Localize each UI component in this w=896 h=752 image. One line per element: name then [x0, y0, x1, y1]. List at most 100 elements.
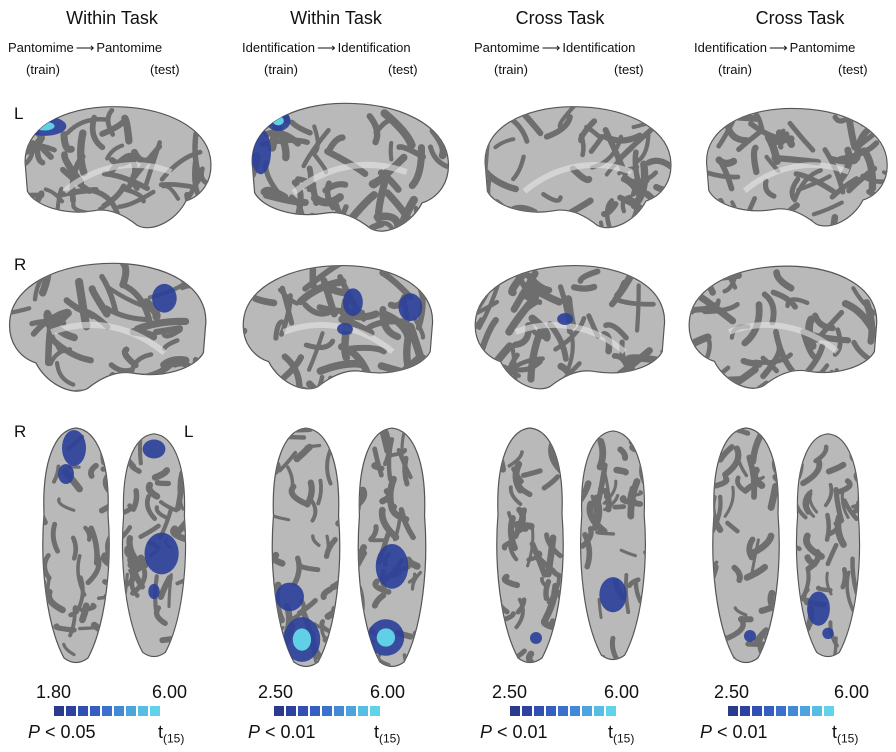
colorbar	[274, 706, 382, 716]
colorbar-swatch	[800, 706, 810, 716]
colorbar-max: 6.00	[370, 682, 406, 702]
colorbar	[54, 706, 162, 716]
t-stat-label: t(15)	[374, 722, 401, 746]
test-task: Identification	[562, 40, 636, 55]
test-task: Pantomime	[789, 40, 856, 55]
colorbar-swatch	[812, 706, 822, 716]
p-value-label: P < 0.01	[248, 722, 316, 742]
column-4: Cross Task Identification ⟶ Pantomime (tra…	[672, 0, 896, 752]
colorbar-swatch	[66, 706, 76, 716]
colorbar-swatch	[138, 706, 148, 716]
test-task: Pantomime	[96, 40, 163, 55]
column-title: Within Task	[66, 8, 158, 28]
test-tag: (test)	[150, 62, 180, 77]
brain-left-lateral	[484, 106, 672, 229]
colorbar-swatch	[102, 706, 112, 716]
p-value-label: P < 0.05	[28, 722, 96, 742]
colorbar-swatch	[752, 706, 762, 716]
brain-right-lateral	[242, 264, 434, 390]
brain-right-lateral	[8, 262, 207, 392]
brain-right-lateral	[688, 265, 878, 389]
t-stat-label: t(15)	[158, 722, 185, 746]
brain-left-lateral	[251, 102, 450, 232]
colorbar-min: 2.50	[492, 682, 528, 702]
test-task: Identification	[337, 40, 411, 55]
colorbar	[728, 706, 836, 716]
colorbar-max: 6.00	[604, 682, 640, 702]
colorbar-swatch	[824, 706, 834, 716]
colorbar-swatch	[570, 706, 580, 716]
train-tag: (train)	[718, 62, 752, 77]
colorbar-swatch	[78, 706, 88, 716]
colorbar-swatch	[788, 706, 798, 716]
decoding-direction: Identification ⟶ Pantomime	[694, 40, 855, 56]
decoding-direction: Identification ⟶ Identification	[242, 40, 411, 56]
brain-left-lateral	[706, 107, 888, 227]
arrow-icon: ⟶	[75, 40, 95, 55]
colorbar-swatch	[358, 706, 368, 716]
column-title: Within Task	[290, 8, 382, 28]
colorbar-swatch	[54, 706, 64, 716]
colorbar-min: 2.50	[714, 682, 750, 702]
test-tag: (test)	[838, 62, 868, 77]
train-tag: (train)	[26, 62, 60, 77]
train-tag: (train)	[264, 62, 298, 77]
colorbar-swatch	[126, 706, 136, 716]
brain-ventral-left	[121, 433, 187, 658]
test-tag: (test)	[388, 62, 418, 77]
arrow-icon: ⟶	[769, 40, 788, 55]
colorbar-swatch	[534, 706, 544, 716]
train-task: Identification	[694, 40, 767, 55]
arrow-icon: ⟶	[541, 40, 561, 55]
brain-left-lateral	[24, 106, 212, 229]
colorbar-swatch	[510, 706, 520, 716]
t-stat-label: t(15)	[608, 722, 635, 746]
brain-ventral-left	[795, 433, 861, 658]
colorbar-swatch	[740, 706, 750, 716]
train-task: Pantomime	[474, 40, 540, 55]
p-value-label: P < 0.01	[700, 722, 768, 742]
colorbar-swatch	[546, 706, 556, 716]
colorbar-swatch	[298, 706, 308, 716]
colorbar-swatch	[310, 706, 320, 716]
brain-right-lateral	[474, 264, 666, 390]
brain-ventral-right	[712, 427, 780, 664]
test-tag: (test)	[614, 62, 644, 77]
colorbar-swatch	[90, 706, 100, 716]
column-title: Cross Task	[515, 8, 605, 28]
decoding-direction: Pantomime ⟶ Identification	[474, 40, 635, 56]
ventral-left-label: L	[184, 422, 194, 441]
colorbar-swatch	[346, 706, 356, 716]
train-task: Identification	[242, 40, 315, 55]
colorbar-swatch	[558, 706, 568, 716]
colorbar-swatch	[594, 706, 604, 716]
colorbar-swatch	[764, 706, 774, 716]
colorbar-swatch	[776, 706, 786, 716]
brain-ventral-left	[580, 430, 646, 661]
train-tag: (train)	[494, 62, 528, 77]
brain-ventral-right	[42, 427, 110, 664]
colorbar-swatch	[334, 706, 344, 716]
colorbar-swatch	[606, 706, 616, 716]
arrow-icon: ⟶	[317, 40, 336, 55]
colorbar-swatch	[728, 706, 738, 716]
brain-ventral-left	[357, 427, 427, 668]
colorbar-swatch	[370, 706, 380, 716]
colorbar-max: 6.00	[152, 682, 188, 702]
colorbar	[510, 706, 618, 716]
decoding-direction: Pantomime ⟶ Pantomime	[8, 40, 162, 56]
colorbar-max: 6.00	[834, 682, 870, 702]
colorbar-swatch	[582, 706, 592, 716]
p-value-label: P < 0.01	[480, 722, 548, 742]
column-1: Within Task Pantomime ⟶ Pantomime (train) …	[0, 0, 224, 752]
t-stat-label: t(15)	[832, 722, 859, 746]
train-task: Pantomime	[8, 40, 74, 55]
right-hemisphere-label: R	[14, 255, 27, 274]
colorbar-swatch	[522, 706, 532, 716]
brain-ventral-right	[496, 427, 564, 664]
colorbar-swatch	[114, 706, 124, 716]
ventral-right-label: R	[14, 422, 27, 441]
colorbar-swatch	[286, 706, 296, 716]
colorbar-swatch	[274, 706, 284, 716]
column-2: Within Task Identification ⟶ Identificatio…	[224, 0, 448, 752]
